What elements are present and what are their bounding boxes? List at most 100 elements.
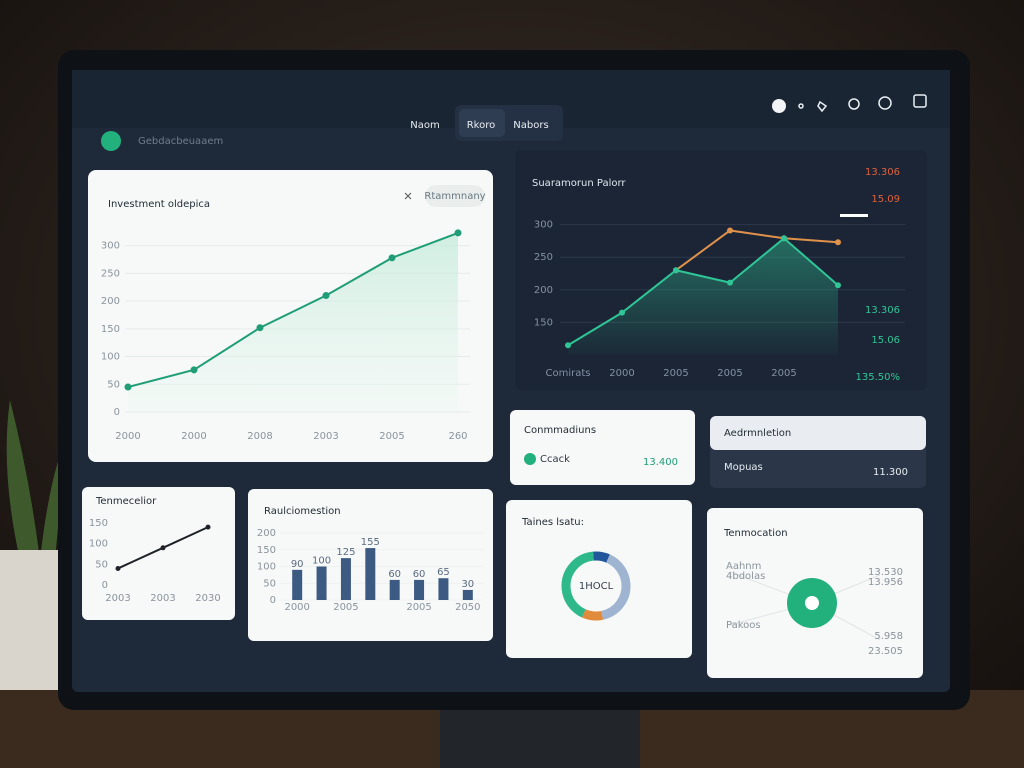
point <box>322 292 330 300</box>
x-tick-label: 2005 <box>717 368 742 379</box>
value-label: 155 <box>361 537 380 548</box>
card-value: 23.505 <box>868 646 903 657</box>
toolbar-icons[interactable] <box>772 94 927 113</box>
y-tick-label: 50 <box>263 578 276 589</box>
value-label: 60 <box>413 569 426 580</box>
y-tick-label: 150 <box>89 518 108 529</box>
x-tick-label: 2030 <box>195 593 220 604</box>
x-tick-label: 2000 <box>181 431 206 442</box>
button[interactable] <box>425 185 485 207</box>
y-tick-label: 300 <box>534 220 553 231</box>
y-tick-label: 200 <box>257 528 276 539</box>
card-value: 13.956 <box>868 577 903 588</box>
nav-item[interactable]: Naom <box>410 120 439 131</box>
card <box>510 410 695 485</box>
donut-segment <box>561 551 631 621</box>
card-value: 13.400 <box>643 457 678 468</box>
card-label: 4bdolas <box>726 571 765 582</box>
chart-title: Suaramorun Palorr <box>532 178 626 189</box>
status-icon <box>805 596 819 610</box>
x-tick-label: 2005 <box>379 431 404 442</box>
annotation: 13.306 <box>865 167 900 178</box>
point <box>565 342 571 349</box>
point <box>388 254 396 262</box>
donut-segment <box>561 551 631 621</box>
y-tick-label: 250 <box>534 252 553 263</box>
x-tick-label: 2003 <box>313 431 338 442</box>
annotation: 15.09 <box>871 194 900 205</box>
card-title: Conmmadiuns <box>524 425 596 436</box>
logo[interactable] <box>101 131 121 151</box>
status-dot <box>524 453 536 465</box>
bar <box>365 548 376 600</box>
close-icon[interactable] <box>404 192 412 200</box>
card-label: Mopuas <box>724 462 763 473</box>
point <box>124 383 132 391</box>
area <box>568 238 838 355</box>
line <box>567 236 839 347</box>
y-tick-label: 150 <box>257 545 276 556</box>
donut-segment <box>561 551 631 621</box>
x-tick-label: 2005 <box>406 602 431 613</box>
nav-item[interactable]: Rkoro <box>467 120 496 131</box>
button-label[interactable]: Rtammnany <box>424 191 485 202</box>
card-title: Tenmocation <box>723 528 788 539</box>
x-tick-label: 2005 <box>333 602 358 613</box>
card-value: 5.958 <box>874 631 903 642</box>
legend-toggle[interactable] <box>840 214 868 217</box>
y-tick-label: 200 <box>534 285 553 296</box>
x-tick-label: 260 <box>448 431 467 442</box>
point <box>190 366 198 374</box>
bar <box>414 579 425 600</box>
value-label: 30 <box>461 579 474 590</box>
value-label: 100 <box>312 556 331 567</box>
card-label: Pakoos <box>726 620 761 631</box>
point <box>727 279 733 286</box>
point <box>454 229 462 237</box>
panel <box>506 500 692 658</box>
y-tick-label: 100 <box>89 539 108 550</box>
y-tick-label: 0 <box>270 595 276 606</box>
point <box>673 267 679 274</box>
point <box>781 235 787 242</box>
nav-item[interactable]: Nabors <box>513 120 548 131</box>
y-tick-label: 300 <box>101 241 120 252</box>
card-label: Aahnm <box>726 561 761 572</box>
y-tick-label: 150 <box>101 324 120 335</box>
point <box>160 545 166 551</box>
x-tick-label: 2005 <box>663 368 688 379</box>
bar <box>462 589 473 600</box>
panel <box>82 487 235 620</box>
y-tick-label: 0 <box>114 407 120 418</box>
line <box>675 229 839 272</box>
annotation: 13.306 <box>865 305 900 316</box>
x-tick-label: Comirats <box>546 368 591 379</box>
line <box>127 231 459 389</box>
nav-active <box>459 109 505 137</box>
x-tick-label: 2000 <box>609 368 634 379</box>
point <box>115 565 121 571</box>
y-tick-label: 200 <box>101 296 120 307</box>
y-tick-label: 50 <box>95 559 108 570</box>
y-tick-label: 100 <box>101 352 120 363</box>
center-label: 1HOCL <box>579 581 614 592</box>
point <box>619 309 625 316</box>
label: Gebdacbeuaaem <box>138 136 223 147</box>
x-tick-label: 2050 <box>455 602 480 613</box>
point <box>835 282 841 289</box>
annotation: 135.50% <box>856 372 901 383</box>
x-tick-label: 2003 <box>105 593 130 604</box>
bar <box>340 558 351 600</box>
y-tick-label: 150 <box>534 317 553 328</box>
value-label: 65 <box>437 567 450 578</box>
value-label: 125 <box>336 547 355 558</box>
point <box>205 524 211 530</box>
chart-title: Taines lsatu: <box>521 517 584 528</box>
x-tick-label: 2008 <box>247 431 272 442</box>
card-label: Ccack <box>540 454 570 465</box>
x-tick-label: 2005 <box>771 368 796 379</box>
area <box>128 232 458 412</box>
y-tick-label: 50 <box>107 379 120 390</box>
x-tick-label: 2000 <box>115 431 140 442</box>
